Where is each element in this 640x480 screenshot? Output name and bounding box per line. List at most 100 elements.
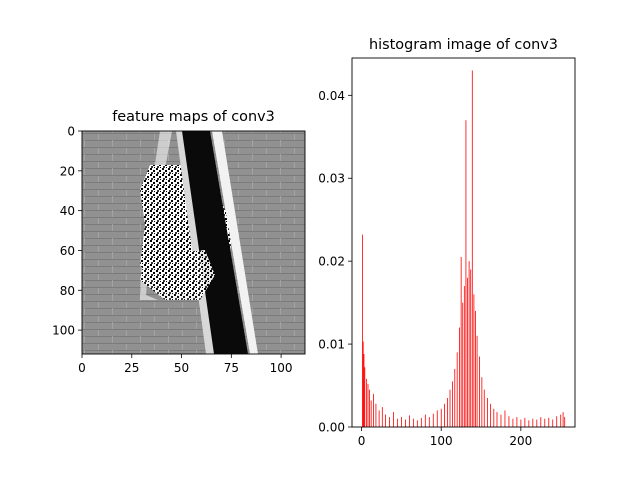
histogram-bar: [552, 419, 554, 427]
histogram-bar: [496, 412, 498, 427]
histogram-bar: [463, 286, 465, 427]
feature-map-x-ticks: 0 25 50 75 100: [78, 354, 293, 375]
histogram-bar: [424, 414, 426, 427]
histogram-bar: [408, 415, 410, 427]
histogram-bar: [405, 419, 406, 427]
histogram-title: histogram image of conv3: [369, 37, 558, 53]
feature-map-y-tick-label: 60: [60, 244, 75, 258]
histogram-bar: [481, 377, 483, 427]
histogram-bar: [487, 397, 488, 427]
histogram-bar: [560, 414, 562, 427]
histogram-bar: [397, 418, 398, 427]
histogram-bars: [361, 70, 566, 427]
histogram-bar: [504, 410, 506, 427]
histogram-bar: [393, 412, 394, 427]
histogram-y-tick-label: 0.00: [318, 421, 345, 435]
feature-map-y-tick-label: 100: [52, 324, 75, 338]
histogram-bar: [532, 418, 534, 427]
histogram-x-tick-label: 200: [509, 434, 532, 448]
histogram-y-tick-label: 0.04: [318, 89, 345, 103]
histogram-bar: [447, 397, 449, 427]
histogram-bar: [364, 367, 366, 427]
histogram-x-ticks: 0 100 200: [358, 427, 532, 448]
histogram-bar: [449, 389, 451, 427]
histogram-bar: [471, 70, 473, 427]
histogram-bar: [467, 277, 468, 427]
histogram-bar: [556, 416, 558, 427]
feature-map-image: [82, 131, 305, 354]
feature-map-y-tick-label: 80: [60, 284, 75, 298]
histogram-bar: [520, 419, 522, 427]
histogram-y-tick-label: 0.01: [318, 338, 345, 352]
histogram-bar: [470, 269, 472, 427]
histogram-bar: [378, 410, 380, 427]
histogram-bar: [363, 354, 365, 427]
histogram-x-tick-label: 0: [358, 434, 366, 448]
histogram-bar: [516, 417, 518, 427]
histogram-bar: [365, 378, 367, 427]
feature-map-frame: [81, 130, 306, 355]
histogram-bar: [475, 310, 476, 427]
histogram-bar: [436, 410, 438, 427]
feature-map-x-tick-label: 50: [174, 361, 189, 375]
histogram-y-ticks: 0.00 0.01 0.02 0.03 0.04: [318, 89, 352, 435]
histogram-bar: [465, 120, 467, 427]
feature-map-y-tick-label: 20: [60, 164, 75, 178]
histogram-bar: [564, 417, 566, 427]
histogram-x-tick-label: 100: [430, 434, 453, 448]
histogram-bar: [451, 381, 453, 427]
histogram-bar: [508, 416, 510, 427]
histogram-bar: [544, 418, 546, 427]
histogram-bar: [548, 417, 550, 427]
histogram-bar: [536, 419, 538, 427]
histogram-bar: [389, 417, 390, 427]
histogram-bar: [373, 393, 374, 427]
histogram-bar: [476, 335, 478, 427]
histogram-bar: [362, 341, 364, 427]
histogram-frame: [351, 57, 576, 428]
feature-map-panel: feature maps of conv3 0 25 50 75 100 0 20 40 60…: [52, 109, 306, 375]
histogram-bar: [401, 417, 402, 427]
feature-map-y-ticks: 0 20 40 60 80 100: [52, 125, 82, 338]
histogram-bar: [412, 418, 414, 427]
feature-map-y-tick-label: 0: [67, 125, 75, 139]
feature-map-title: feature maps of conv3: [112, 109, 275, 125]
histogram-bar: [483, 389, 485, 427]
histogram-bar: [524, 417, 526, 427]
histogram-bar: [420, 417, 422, 427]
histogram-bar: [444, 403, 445, 427]
histogram-bar: [375, 403, 377, 427]
histogram-bar: [367, 383, 369, 427]
histogram-bar: [493, 408, 495, 427]
histogram-bar: [381, 407, 383, 427]
histogram-bar: [500, 414, 502, 427]
histogram-bar: [473, 294, 475, 427]
feature-map-x-tick-label: 75: [224, 361, 239, 375]
histogram-y-tick-label: 0.03: [318, 172, 345, 186]
histogram-bar: [540, 417, 542, 427]
histogram-bar: [456, 352, 458, 427]
histogram-bar: [512, 418, 514, 427]
histogram-bar: [490, 403, 492, 427]
histogram-bar: [460, 257, 462, 427]
histogram-bar: [479, 356, 480, 427]
histogram-bar: [459, 327, 460, 427]
histogram-bar: [385, 414, 386, 427]
histogram-bar: [528, 420, 530, 427]
histogram-bar: [361, 234, 363, 427]
histogram-bar: [369, 389, 370, 427]
feature-map-y-tick-label: 40: [60, 204, 75, 218]
histogram-bar: [416, 420, 418, 427]
histogram-bar: [468, 261, 470, 427]
histogram-bar: [462, 302, 464, 427]
feature-map-x-tick-label: 25: [124, 361, 139, 375]
histogram-bar: [440, 408, 442, 427]
histogram-bar: [428, 417, 430, 427]
histogram-bar: [432, 413, 434, 427]
histogram-y-tick-label: 0.02: [318, 255, 345, 269]
feature-map-x-tick-label: 100: [270, 361, 293, 375]
histogram-bar: [370, 400, 372, 427]
histogram-bar: [454, 368, 456, 427]
feature-map-x-tick-label: 0: [78, 361, 86, 375]
